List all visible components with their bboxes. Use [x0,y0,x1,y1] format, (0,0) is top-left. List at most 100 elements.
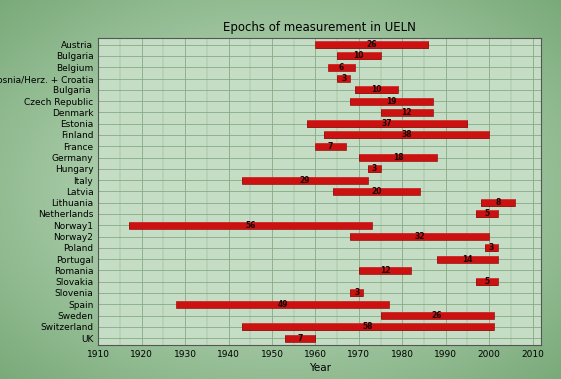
Bar [242,324,494,331]
Bar [285,335,316,342]
Bar [351,233,489,241]
Bar [380,109,433,116]
Bar [481,200,516,207]
Bar [380,312,494,313]
Bar [328,64,355,71]
Bar [285,335,315,341]
Bar [437,255,498,257]
Bar [381,110,433,116]
Bar [359,154,437,155]
Bar [359,267,411,274]
Bar [481,199,516,200]
Bar [350,98,433,105]
Bar [329,64,355,71]
Bar [476,210,498,218]
Bar [333,188,420,195]
Bar [380,109,433,110]
Text: 49: 49 [278,300,288,309]
Text: 20: 20 [371,187,381,196]
Bar [176,301,389,308]
Bar [359,154,437,161]
Text: 58: 58 [362,322,373,331]
Text: 18: 18 [393,153,403,162]
Bar [242,177,368,184]
Bar [368,166,381,173]
Bar [307,120,467,127]
Bar [437,256,498,263]
X-axis label: Year: Year [309,363,331,373]
Text: 6: 6 [339,63,344,72]
Text: 8: 8 [495,198,500,207]
Text: 7: 7 [297,334,303,343]
Bar [337,75,351,83]
Bar [476,278,498,285]
Bar [350,98,433,99]
Bar [481,199,516,206]
Text: 10: 10 [371,85,381,94]
Text: 3: 3 [489,243,494,252]
Bar [242,323,494,324]
Bar [129,222,372,229]
Bar [315,143,346,150]
Bar [333,188,420,195]
Text: 10: 10 [353,52,364,61]
Bar [307,121,468,128]
Bar [476,278,498,279]
Bar [485,244,498,245]
Bar [337,52,380,60]
Text: 3: 3 [354,288,360,298]
Text: 56: 56 [245,221,255,230]
Bar [307,120,467,121]
Bar [476,211,498,218]
Title: Epochs of measurement in UELN: Epochs of measurement in UELN [223,21,416,34]
Bar [359,267,411,274]
Bar [351,98,433,105]
Text: 26: 26 [432,311,442,320]
Text: 7: 7 [328,142,333,151]
Bar [350,233,489,240]
Text: 3: 3 [341,74,346,83]
Bar [350,290,363,296]
Bar [316,42,429,49]
Bar [337,53,381,60]
Bar [355,86,398,87]
Bar [359,267,411,268]
Bar [333,188,420,189]
Bar [381,313,494,319]
Text: 3: 3 [371,164,376,173]
Bar [324,132,489,139]
Text: 38: 38 [401,130,412,139]
Bar [242,177,367,183]
Text: 26: 26 [367,40,377,49]
Bar [437,255,498,263]
Bar [355,86,398,93]
Text: 5: 5 [485,210,490,218]
Bar [176,301,389,302]
Text: 12: 12 [402,108,412,117]
Bar [337,75,350,76]
Bar [351,290,364,297]
Bar [177,301,389,308]
Bar [476,210,498,211]
Bar [337,75,350,82]
Bar [350,233,489,234]
Text: 5: 5 [485,277,490,286]
Bar [355,87,398,94]
Bar [380,312,494,319]
Bar [315,41,429,48]
Bar [128,222,372,229]
Bar [315,41,429,42]
Bar [337,52,380,53]
Bar [367,165,380,166]
Bar [315,143,346,144]
Bar [324,132,489,138]
Text: 12: 12 [380,266,390,275]
Bar [316,143,346,150]
Text: 14: 14 [462,255,473,264]
Text: 29: 29 [300,175,310,185]
Bar [485,245,498,252]
Text: 32: 32 [415,232,425,241]
Bar [242,323,494,330]
Bar [359,155,437,161]
Bar [328,64,355,65]
